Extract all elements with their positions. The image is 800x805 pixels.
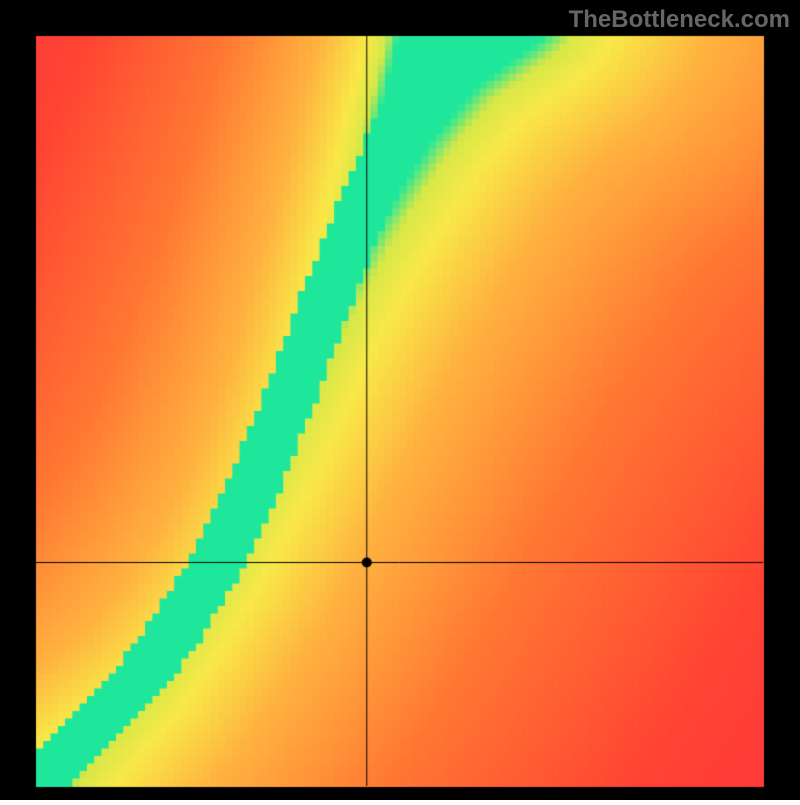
heatmap-canvas	[0, 0, 800, 800]
bottleneck-heatmap: TheBottleneck.com	[0, 0, 800, 800]
watermark-text: TheBottleneck.com	[569, 6, 790, 34]
